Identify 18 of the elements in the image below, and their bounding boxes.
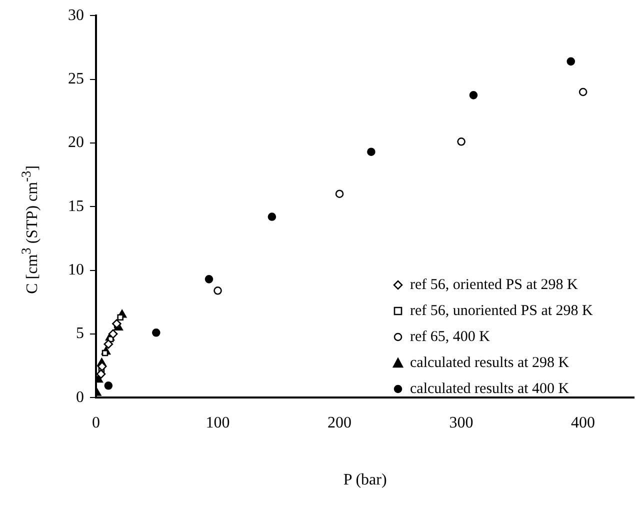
y-tick-label: 10 [68,261,84,278]
legend-label: ref 65, 400 K [410,328,490,346]
x-tick-label: 200 [328,414,352,432]
x-tick-label: 400 [571,414,596,432]
legend-label: ref 56, unoriented PS at 298 K [410,302,593,320]
x-tick-label: 0 [92,414,100,432]
legend-label: ref 56, oriented PS at 298 K [410,276,578,294]
x-tick-label: 300 [449,414,474,432]
y-tick-label: 5 [76,325,84,342]
y-tick-label: 0 [76,388,84,406]
y-tick-label: 30 [68,6,84,24]
x-axis-title: P (bar) [343,472,387,489]
y-tick-label: 25 [68,70,84,88]
x-tick-label: 100 [206,414,230,432]
y-tick-label: 20 [68,134,84,152]
legend-label: calculated results at 298 K [410,354,570,372]
y-tick-label: 15 [68,198,84,215]
legend-label: calculated results at 400 K [410,380,570,398]
